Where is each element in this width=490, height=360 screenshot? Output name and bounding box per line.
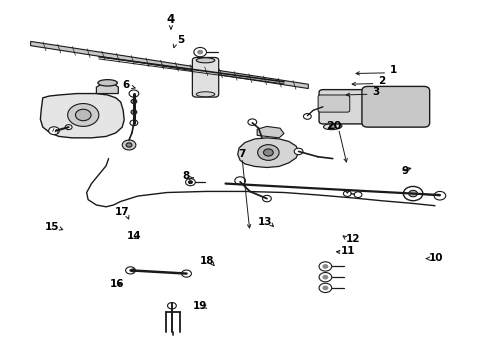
- Circle shape: [182, 270, 192, 277]
- Circle shape: [294, 148, 303, 155]
- Text: 10: 10: [429, 253, 444, 263]
- Text: 11: 11: [341, 247, 356, 256]
- Text: 14: 14: [126, 231, 141, 242]
- Circle shape: [131, 110, 137, 114]
- Circle shape: [129, 90, 139, 97]
- Circle shape: [248, 119, 257, 125]
- Circle shape: [319, 262, 332, 271]
- Circle shape: [264, 149, 273, 156]
- Circle shape: [319, 273, 332, 282]
- Circle shape: [131, 99, 137, 104]
- Circle shape: [263, 195, 271, 202]
- Text: 13: 13: [258, 217, 273, 227]
- Circle shape: [343, 191, 351, 197]
- Ellipse shape: [196, 58, 215, 63]
- FancyBboxPatch shape: [362, 86, 430, 127]
- Text: 12: 12: [346, 234, 361, 244]
- Circle shape: [68, 104, 99, 126]
- Text: 6: 6: [122, 80, 130, 90]
- Text: 20: 20: [326, 121, 342, 131]
- Text: 8: 8: [182, 171, 189, 181]
- Polygon shape: [30, 41, 308, 89]
- Text: 18: 18: [200, 256, 214, 266]
- FancyBboxPatch shape: [318, 95, 350, 112]
- Text: 1: 1: [390, 65, 397, 75]
- Circle shape: [403, 186, 423, 201]
- Circle shape: [130, 120, 138, 126]
- Text: 7: 7: [239, 149, 246, 159]
- FancyBboxPatch shape: [319, 90, 373, 124]
- Circle shape: [189, 181, 193, 184]
- Polygon shape: [97, 83, 118, 94]
- Circle shape: [319, 283, 332, 293]
- Circle shape: [323, 265, 328, 268]
- Circle shape: [323, 275, 328, 279]
- Circle shape: [198, 50, 202, 54]
- Circle shape: [65, 125, 72, 130]
- Polygon shape: [40, 94, 124, 138]
- Text: 2: 2: [378, 76, 385, 86]
- Circle shape: [303, 113, 311, 119]
- Ellipse shape: [98, 80, 117, 86]
- Text: 9: 9: [401, 166, 408, 176]
- Circle shape: [194, 48, 206, 57]
- Circle shape: [49, 127, 59, 135]
- Text: 17: 17: [115, 207, 129, 217]
- Circle shape: [258, 145, 279, 160]
- Text: 16: 16: [110, 279, 124, 289]
- Circle shape: [434, 192, 446, 200]
- Text: 3: 3: [372, 87, 379, 98]
- Circle shape: [235, 177, 245, 185]
- Circle shape: [323, 286, 328, 290]
- Text: 15: 15: [45, 222, 60, 232]
- Circle shape: [330, 124, 336, 129]
- Text: 19: 19: [193, 301, 207, 311]
- Circle shape: [131, 269, 135, 272]
- Circle shape: [168, 302, 176, 309]
- Circle shape: [125, 267, 135, 274]
- Circle shape: [409, 190, 417, 197]
- Circle shape: [122, 140, 136, 150]
- Ellipse shape: [323, 123, 342, 130]
- Circle shape: [126, 143, 132, 147]
- Polygon shape: [238, 138, 298, 167]
- Circle shape: [354, 192, 362, 198]
- Ellipse shape: [196, 92, 215, 97]
- Text: 4: 4: [167, 13, 175, 27]
- Polygon shape: [257, 126, 284, 138]
- Circle shape: [75, 109, 91, 121]
- Text: 5: 5: [177, 35, 184, 45]
- Circle shape: [186, 179, 196, 186]
- FancyBboxPatch shape: [193, 58, 219, 97]
